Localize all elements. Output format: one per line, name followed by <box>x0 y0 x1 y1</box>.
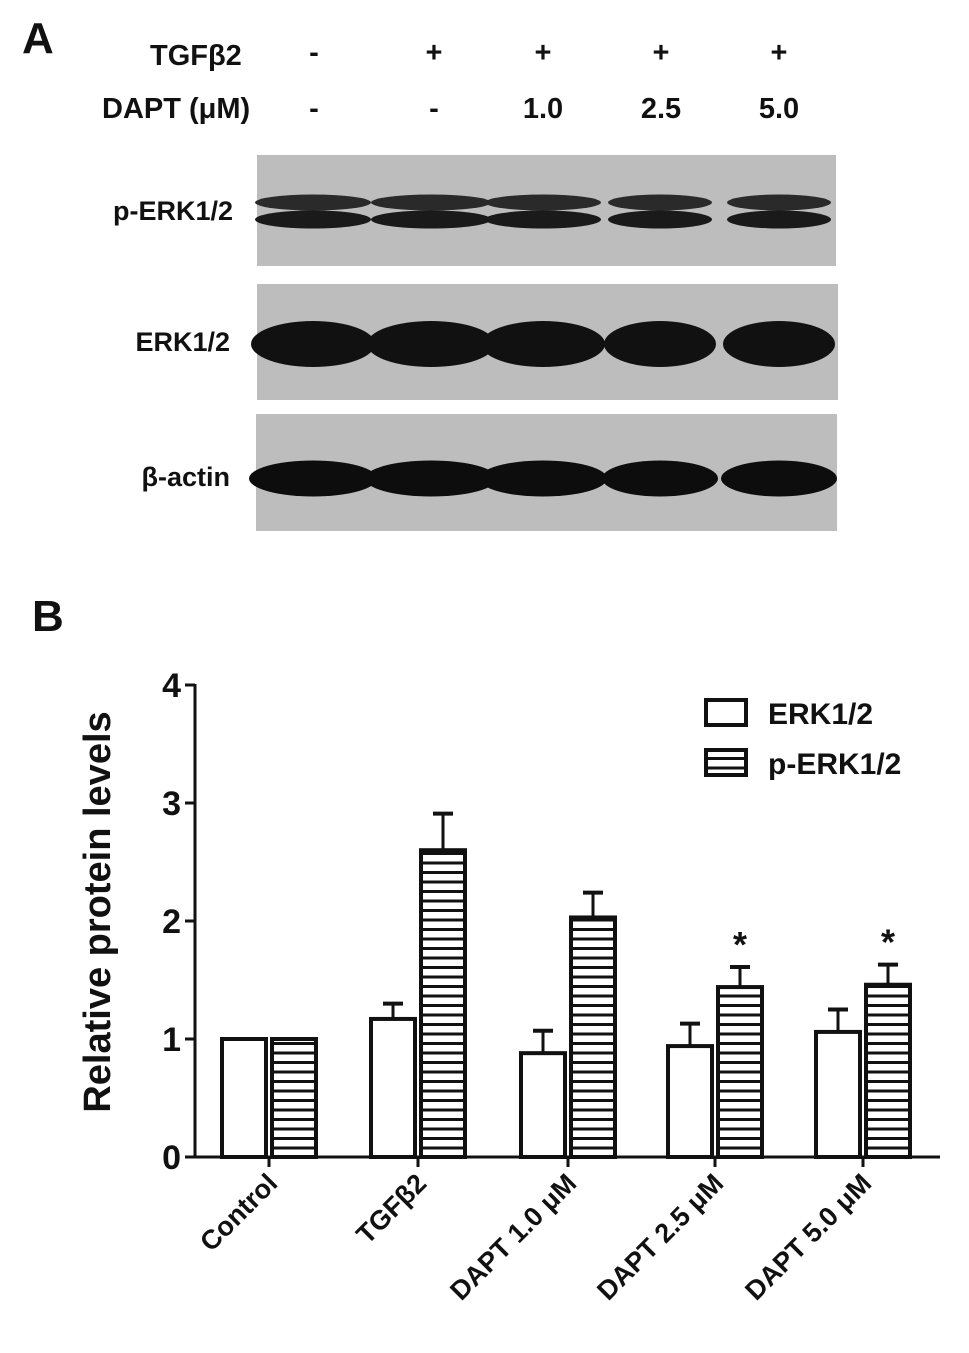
blot-label-actin: β-actin <box>141 462 231 492</box>
tgfb2-row-label: TGFβ2 <box>150 40 242 72</box>
band <box>485 194 601 211</box>
band <box>255 210 371 229</box>
band <box>255 194 371 211</box>
bar-erk <box>519 1051 567 1160</box>
band <box>723 321 835 367</box>
bar-p-erk <box>864 982 912 1159</box>
bar-p-erk <box>270 1037 318 1159</box>
dapt-row-label: DAPT (μM) <box>102 93 251 125</box>
tgfb2-condition-0: - <box>309 37 319 69</box>
band <box>608 210 712 229</box>
band <box>371 194 491 211</box>
band <box>371 210 491 229</box>
band <box>479 460 607 497</box>
tgfb2-condition-4: + <box>770 37 788 69</box>
x-tick-label: DAPT 1.0 μM <box>444 1168 582 1306</box>
blot-label-perk: p-ERK1/2 <box>112 196 233 226</box>
y-tick-label: 0 <box>162 1139 181 1177</box>
bar-p-erk <box>569 915 617 1160</box>
band <box>602 460 718 497</box>
bar-erk <box>220 1037 268 1159</box>
y-axis-label: Relative protein levels <box>77 711 119 1112</box>
blot-strip-0 <box>255 155 836 266</box>
band <box>608 194 712 211</box>
y-tick-label: 1 <box>162 1021 181 1059</box>
band <box>481 321 605 367</box>
significance-marker: * <box>733 924 747 965</box>
band <box>485 210 601 229</box>
bar-p-erk <box>419 848 467 1159</box>
bar-erk <box>666 1044 714 1159</box>
band <box>251 321 375 367</box>
bar-p-erk <box>716 985 764 1160</box>
band <box>249 460 377 497</box>
legend-label: ERK1/2 <box>768 698 873 731</box>
bar-chart: Relative protein levels 0 1 2 3 4 Control TGF… <box>77 667 940 1306</box>
legend-label: p-ERK1/2 <box>768 748 901 781</box>
dapt-condition-0: - <box>309 93 319 125</box>
band <box>721 460 837 497</box>
band <box>727 210 831 229</box>
band <box>367 321 495 367</box>
panel-b-letter: B <box>32 592 64 641</box>
blot-strip-2 <box>249 414 837 531</box>
western-blot-image <box>249 155 838 531</box>
dapt-condition-1: - <box>429 93 439 125</box>
x-tick-label: Control <box>194 1168 283 1257</box>
bar-erk <box>814 1029 862 1160</box>
y-tick-label: 2 <box>162 903 181 941</box>
band <box>365 460 497 497</box>
y-tick-label: 3 <box>162 785 181 823</box>
tgfb2-condition-2: + <box>534 37 552 69</box>
blot-strip-1 <box>251 284 838 400</box>
y-tick-label: 4 <box>162 667 181 705</box>
legend-swatch <box>704 698 748 727</box>
dapt-condition-4: 5.0 <box>758 93 800 125</box>
blot-label-erk: ERK1/2 <box>135 327 230 357</box>
panel-a-letter: A <box>22 14 54 63</box>
x-tick-label: DAPT 5.0 μM <box>739 1168 877 1306</box>
legend-swatch <box>704 748 748 777</box>
x-tick-label: DAPT 2.5 μM <box>591 1168 729 1306</box>
significance-marker: * <box>881 922 895 963</box>
tgfb2-condition-3: + <box>652 37 670 69</box>
dapt-condition-2: 1.0 <box>522 93 564 125</box>
bar-erk <box>369 1016 417 1159</box>
tgfb2-condition-1: + <box>425 37 443 69</box>
band <box>604 321 716 367</box>
x-tick-label: TGFβ2 <box>351 1168 433 1250</box>
band <box>727 194 831 211</box>
dapt-condition-3: 2.5 <box>640 93 682 125</box>
